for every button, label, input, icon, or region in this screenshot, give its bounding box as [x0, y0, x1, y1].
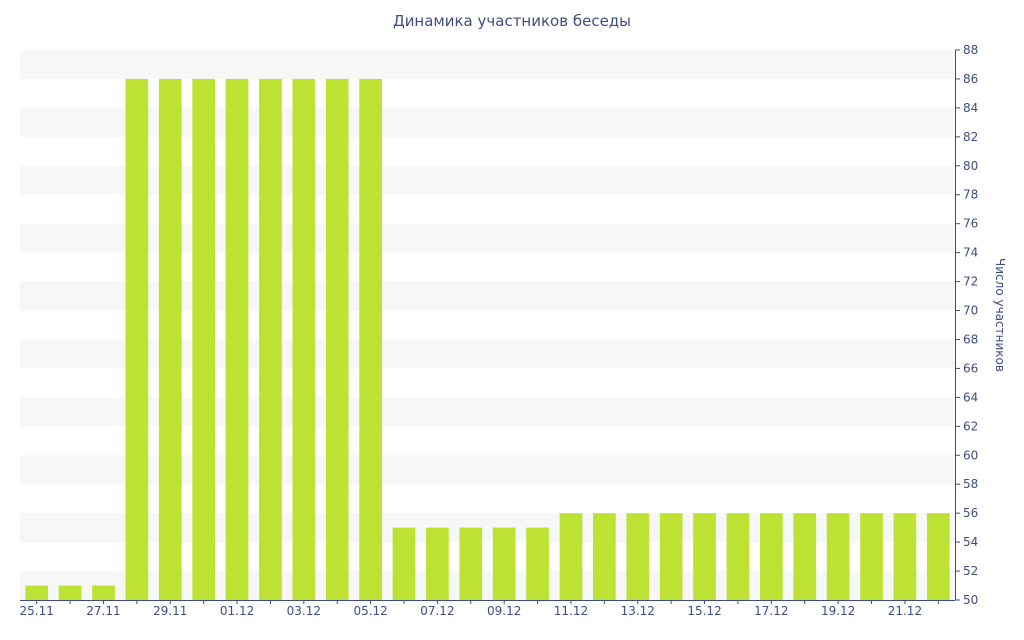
x-axis-ticks: 25.11 27.11 29.11 01.12 03.12 05.12 07.12 09.12… [20, 600, 939, 618]
y-tick-label: 50 [963, 593, 978, 607]
bar[interactable] [492, 527, 516, 600]
axes [20, 50, 956, 601]
bar[interactable] [392, 527, 416, 600]
y-tick-label: 58 [963, 477, 978, 491]
bar[interactable] [125, 78, 149, 600]
bar[interactable] [926, 513, 950, 600]
x-tick-label: 19.12 [821, 604, 855, 618]
y-tick-label: 76 [963, 217, 978, 231]
bar[interactable] [325, 78, 349, 600]
bar[interactable] [860, 513, 883, 600]
y-tick-label: 66 [963, 361, 978, 375]
y-tick-label: 88 [963, 43, 978, 57]
bar[interactable] [225, 78, 249, 600]
y-axis-ticks: 50 52 54 56 58 60 62 64 66 68 70 72 74 76 78 80 82 84 86 88 [955, 43, 978, 607]
y-axis-title: Число участников [993, 258, 1007, 372]
bar[interactable] [893, 513, 917, 600]
x-tick-label: 01.12 [220, 604, 254, 618]
y-tick-label: 68 [963, 332, 978, 346]
y-tick-label: 72 [963, 275, 978, 289]
bar[interactable] [58, 585, 82, 600]
bar[interactable] [593, 513, 616, 600]
chart-title: Динамика участников беседы [392, 12, 632, 30]
y-tick-label: 82 [963, 130, 978, 144]
x-tick-label: 15.12 [687, 604, 721, 618]
y-tick-label: 56 [963, 506, 978, 520]
y-tick-label: 74 [963, 246, 978, 260]
bar[interactable] [426, 527, 449, 600]
bar[interactable] [359, 78, 382, 600]
bar[interactable] [826, 513, 850, 600]
bar[interactable] [626, 513, 650, 600]
bar[interactable] [292, 78, 316, 600]
bar[interactable] [25, 585, 49, 600]
x-tick-label: 05.12 [353, 604, 387, 618]
bar[interactable] [793, 513, 817, 600]
bar[interactable] [693, 513, 716, 600]
x-tick-label: 03.12 [287, 604, 321, 618]
bar[interactable] [759, 513, 783, 600]
bar[interactable] [158, 78, 182, 600]
y-tick-label: 60 [963, 448, 978, 462]
y-tick-label: 70 [963, 304, 978, 318]
grid-band [20, 50, 955, 79]
bar[interactable] [726, 513, 750, 600]
x-tick-label: 11.12 [554, 604, 588, 618]
x-tick-label: 17.12 [754, 604, 788, 618]
x-tick-label: 29.11 [153, 604, 187, 618]
bar[interactable] [192, 78, 216, 600]
bar-series [25, 78, 950, 600]
y-tick-label: 78 [963, 188, 978, 202]
x-tick-label: 27.11 [86, 604, 120, 618]
bar[interactable] [559, 513, 583, 600]
x-tick-label: 21.12 [888, 604, 922, 618]
y-tick-label: 64 [963, 390, 978, 404]
y-tick-label: 62 [963, 419, 978, 433]
x-tick-label: 09.12 [487, 604, 521, 618]
y-tick-label: 80 [963, 159, 978, 173]
x-tick-label: 07.12 [420, 604, 454, 618]
bar[interactable] [659, 513, 683, 600]
x-tick-label: 13.12 [621, 604, 655, 618]
y-tick-label: 54 [963, 535, 978, 549]
bar[interactable] [459, 527, 483, 600]
y-tick-label: 52 [963, 564, 978, 578]
bar[interactable] [259, 78, 282, 600]
y-tick-label: 84 [963, 101, 978, 115]
bar[interactable] [92, 585, 115, 600]
bar[interactable] [526, 527, 549, 600]
y-tick-label: 86 [963, 72, 978, 86]
x-tick-label: 25.11 [20, 604, 54, 618]
